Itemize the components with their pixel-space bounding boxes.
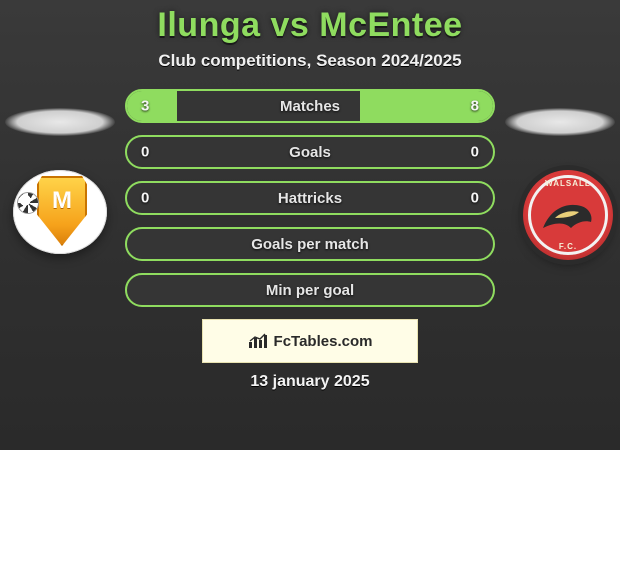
stat-value-right: 8 [471, 98, 479, 115]
title-vs: vs [270, 6, 309, 44]
player-silhouette-right [505, 108, 615, 136]
walsall-crest-outer: WALSALL F.C. [523, 170, 613, 260]
stat-fill-left [127, 91, 177, 121]
fctables-label: FcTables.com [274, 333, 373, 350]
comparison-card: Ilunga vs McEntee Club competitions, Sea… [0, 0, 620, 450]
walsall-crest-text-bottom: F.C. [523, 242, 613, 251]
club-crest-left: M [13, 170, 107, 254]
stat-value-left: 3 [141, 98, 149, 115]
stat-row-matches: 3 Matches 8 [125, 89, 495, 123]
stat-row-goals: 0 Goals 0 [125, 135, 495, 169]
mk-crest-letter: M [47, 186, 77, 216]
stat-label: Goals per match [251, 236, 369, 253]
title-player-right: McEntee [319, 6, 462, 44]
stats-column: 3 Matches 8 0 Goals 0 0 Hattricks 0 Goal… [125, 89, 495, 307]
mk-crest-ball-icon [17, 192, 39, 214]
stat-value-right: 0 [471, 144, 479, 161]
right-player-column: WALSALL F.C. [500, 108, 620, 254]
mk-crest-outer: M [13, 170, 107, 254]
title-player-left: Ilunga [157, 6, 260, 44]
bar-chart-icon [248, 333, 268, 349]
stat-row-mpg: Min per goal [125, 273, 495, 307]
date-caption: 13 january 2025 [0, 373, 620, 391]
stat-value-left: 0 [141, 144, 149, 161]
left-player-column: M [0, 108, 120, 254]
stat-label: Matches [280, 98, 340, 115]
stat-row-hattricks: 0 Hattricks 0 [125, 181, 495, 215]
stat-label: Min per goal [266, 282, 354, 299]
stat-value-left: 0 [141, 190, 149, 207]
page-title: Ilunga vs McEntee [0, 6, 620, 45]
stat-label: Goals [289, 144, 331, 161]
player-silhouette-left [5, 108, 115, 136]
stat-row-gpm: Goals per match [125, 227, 495, 261]
whitespace-below [0, 450, 620, 580]
swift-bird-icon [541, 198, 595, 234]
stat-label: Hattricks [278, 190, 342, 207]
stat-value-right: 0 [471, 190, 479, 207]
club-crest-right: WALSALL F.C. [513, 170, 607, 254]
fctables-attribution[interactable]: FcTables.com [202, 319, 418, 363]
walsall-crest-text-top: WALSALL [523, 179, 613, 188]
subtitle: Club competitions, Season 2024/2025 [0, 51, 620, 71]
